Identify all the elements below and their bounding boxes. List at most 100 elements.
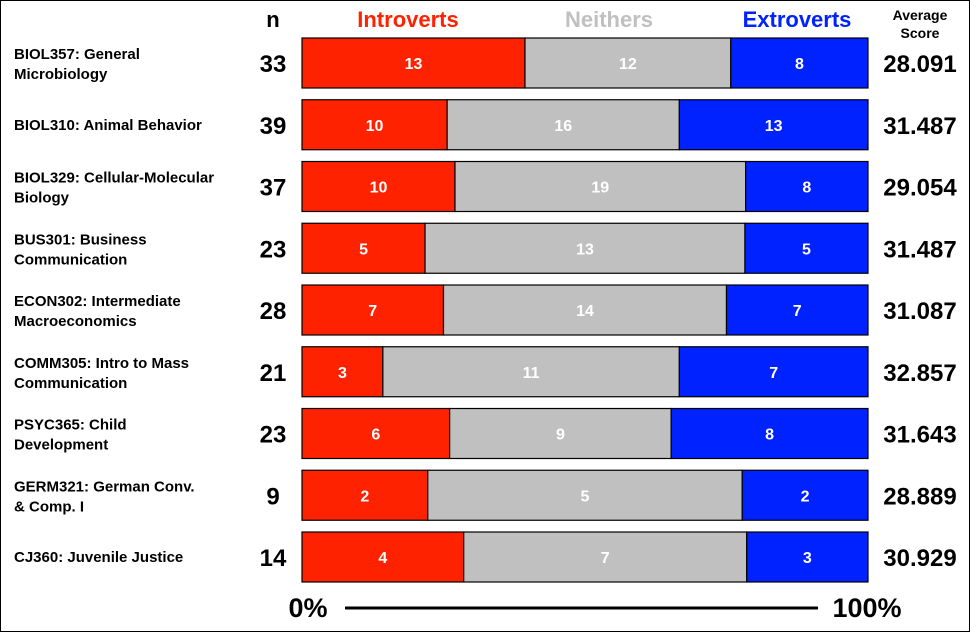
average-score-value: 31.487 [883, 113, 956, 140]
bar-segment-extroverts [725, 284, 869, 336]
average-score-value: 32.857 [883, 360, 956, 387]
data-label: 4 [378, 550, 387, 567]
n-value: 23 [260, 236, 287, 263]
chart-row: BIOL310: Animal Behavior 39 10 16 13 31.487 [14, 99, 957, 151]
bar-segment-extroverts [730, 37, 869, 89]
data-label: 14 [576, 303, 594, 320]
average-score-value: 31.643 [883, 422, 956, 449]
bar-segment-introverts [301, 346, 384, 398]
data-label: 11 [523, 365, 540, 382]
category-label-line: Communication [14, 251, 127, 268]
bar-segment-introverts [301, 160, 456, 213]
data-label: 10 [370, 180, 388, 197]
category-label-line: Macroeconomics [14, 313, 137, 330]
bar-segment-introverts [301, 99, 448, 151]
data-label: 9 [556, 427, 565, 444]
n-value: 14 [260, 545, 287, 572]
category-label-line: GERM321: German Conv. [14, 478, 195, 495]
data-label: 6 [371, 427, 380, 444]
data-label: 5 [581, 488, 590, 505]
x-axis: 0% 100% [288, 593, 901, 623]
n-value: 21 [260, 360, 287, 387]
bar-segment-extroverts [744, 222, 869, 274]
chart-rows: BIOL357: General Microbiology 33 13 12 8 28.09… [14, 37, 957, 583]
bar-segment-neithers [449, 407, 672, 460]
data-label: 13 [765, 118, 783, 135]
average-score-value: 30.929 [883, 545, 956, 572]
bar-segment-neithers [524, 37, 732, 89]
data-label: 13 [405, 56, 423, 73]
n-value: 23 [260, 422, 287, 449]
bar-segment-extroverts [678, 346, 869, 398]
data-label: 8 [802, 180, 811, 197]
bar-segment-neithers [382, 346, 680, 398]
bar-segment-extroverts [746, 531, 869, 583]
bar-segment-neithers [442, 284, 728, 336]
category-label-line: Communication [14, 375, 127, 392]
data-label: 19 [591, 180, 609, 197]
average-score-value: 28.091 [883, 51, 956, 78]
chart-header: n Introverts Neithers Extroverts Average… [266, 7, 947, 41]
category-label-line: CJ360: Juvenile Justice [14, 549, 183, 566]
bar-segment-extroverts [741, 469, 869, 521]
data-label: 10 [366, 118, 384, 135]
category-label-line: COMM305: Intro to Mass [14, 355, 189, 372]
bar-segment-introverts [301, 222, 426, 274]
bar-segment-introverts [301, 37, 526, 89]
data-label: 8 [765, 427, 774, 444]
bar-segment-extroverts [678, 99, 869, 151]
bar-segment-introverts [301, 469, 429, 521]
data-label: 12 [619, 56, 637, 73]
category-label: COMM305: Intro to Mass Communication [14, 355, 189, 392]
chart-row: BIOL329: Cellular-Molecular Biology 37 10 19… [14, 160, 957, 213]
n-value: 39 [260, 113, 287, 140]
bar-segment-neithers [424, 222, 746, 274]
data-label: 5 [359, 241, 368, 258]
data-label: 7 [769, 365, 778, 382]
n-value: 33 [260, 51, 287, 78]
data-label: 2 [360, 488, 369, 505]
data-label: 7 [368, 303, 377, 320]
category-label-line: Biology [14, 190, 70, 207]
category-label-line: BUS301: Business [14, 231, 147, 248]
data-label: 3 [803, 550, 812, 567]
category-label: CJ360: Juvenile Justice [14, 549, 183, 566]
axis-min-label: 0% [288, 593, 327, 623]
category-label: BIOL329: Cellular-Molecular Biology [14, 170, 214, 207]
category-label-line: BIOL357: General [14, 46, 140, 63]
bar-segment-introverts [301, 531, 465, 583]
bar-segment-introverts [301, 407, 451, 460]
n-column-header: n [266, 7, 279, 32]
score-column-header-line2: Score [901, 25, 940, 41]
data-label: 2 [801, 488, 810, 505]
category-label: BUS301: Business Communication [14, 231, 147, 268]
category-label-line: BIOL310: Animal Behavior [14, 117, 202, 134]
score-column-header-line1: Average [893, 7, 948, 23]
chart-row: PSYC365: Child Development 23 6 9 8 31.643 [14, 407, 957, 460]
category-label-line: Development [14, 437, 108, 454]
chart-row: CJ360: Juvenile Justice 14 4 7 3 30.929 [14, 531, 957, 583]
legend-neithers: Neithers [565, 7, 653, 32]
average-score-value: 28.889 [883, 483, 956, 510]
legend-extroverts: Extroverts [743, 7, 852, 32]
data-label: 3 [338, 365, 347, 382]
bar-segment-extroverts [745, 160, 869, 213]
category-label-line: BIOL329: Cellular-Molecular [14, 170, 214, 187]
bar-segment-introverts [301, 284, 445, 336]
n-value: 28 [260, 298, 287, 325]
average-score-value: 31.487 [883, 236, 956, 263]
average-score-value: 29.054 [883, 175, 957, 202]
category-label: PSYC365: Child Development [14, 417, 127, 454]
n-value: 9 [266, 483, 279, 510]
bar-segment-neithers [454, 160, 747, 213]
category-label: GERM321: German Conv. & Comp. I [14, 478, 195, 515]
bar-segment-neithers [446, 99, 680, 151]
n-value: 37 [260, 175, 287, 202]
category-label-line: ECON302: Intermediate [14, 293, 181, 310]
category-label-line: & Comp. I [14, 498, 84, 515]
category-label-line: Microbiology [14, 66, 108, 83]
bar-segment-neithers [463, 531, 748, 583]
data-label: 7 [601, 550, 610, 567]
